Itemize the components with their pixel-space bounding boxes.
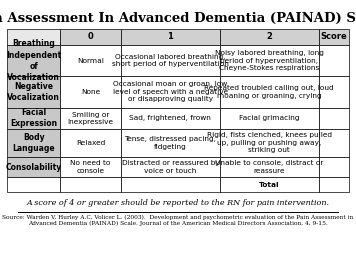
Text: Total: Total bbox=[259, 182, 279, 188]
Bar bbox=[121, 177, 220, 192]
Text: Breathing
Independent
of
Vocalization: Breathing Independent of Vocalization bbox=[6, 40, 61, 82]
Bar bbox=[60, 129, 121, 157]
Text: Repeated troubled calling out, loud
moaning or groaning, crying: Repeated troubled calling out, loud moan… bbox=[204, 85, 334, 99]
Bar bbox=[60, 29, 121, 45]
Bar bbox=[7, 29, 60, 45]
Bar bbox=[121, 129, 220, 157]
Text: Negative
Vocalization: Negative Vocalization bbox=[7, 82, 60, 102]
Text: Pain Assessment In Advanced Dementia (PAINAD) Scale: Pain Assessment In Advanced Dementia (PA… bbox=[0, 12, 356, 25]
Text: No need to
console: No need to console bbox=[70, 160, 111, 174]
Text: 2: 2 bbox=[266, 32, 272, 42]
Text: Noisy labored breathing, long
period of hyperventilation,
Cheyne-Stokes respirat: Noisy labored breathing, long period of … bbox=[215, 50, 324, 71]
Text: None: None bbox=[81, 89, 100, 95]
Bar bbox=[121, 29, 220, 45]
Text: Distracted or reassured by
voice or touch: Distracted or reassured by voice or touc… bbox=[121, 160, 219, 174]
Bar bbox=[220, 29, 319, 45]
Text: Tense, distressed pacing,
fidgeting: Tense, distressed pacing, fidgeting bbox=[125, 136, 216, 150]
Bar bbox=[220, 76, 319, 108]
Bar bbox=[121, 108, 220, 129]
Bar bbox=[7, 177, 60, 192]
Bar bbox=[319, 108, 349, 129]
Text: Facial
Expression: Facial Expression bbox=[10, 108, 57, 128]
Bar bbox=[7, 76, 60, 108]
Bar bbox=[220, 129, 319, 157]
Bar bbox=[121, 157, 220, 177]
Bar bbox=[220, 108, 319, 129]
Text: 1: 1 bbox=[167, 32, 173, 42]
Bar bbox=[60, 177, 121, 192]
Text: Unable to console, distract or
reassure: Unable to console, distract or reassure bbox=[215, 160, 323, 174]
Bar bbox=[7, 108, 60, 129]
Text: Source: Warden V, Hurley A.C, Volicer L. (2003).  Development and psychometric e: Source: Warden V, Hurley A.C, Volicer L.… bbox=[2, 214, 354, 226]
Text: Occasional moan or groan, low
level of speech with a negative
or disapproving qu: Occasional moan or groan, low level of s… bbox=[113, 81, 228, 102]
Bar bbox=[319, 177, 349, 192]
Bar bbox=[319, 157, 349, 177]
Text: Smiling or
Inexpressive: Smiling or Inexpressive bbox=[68, 112, 114, 125]
Text: Occasional labored breathing,
short period of hyperventilation: Occasional labored breathing, short peri… bbox=[112, 54, 229, 67]
Bar bbox=[60, 108, 121, 129]
Bar bbox=[319, 76, 349, 108]
Bar bbox=[319, 45, 349, 76]
Bar bbox=[60, 157, 121, 177]
Bar bbox=[220, 177, 319, 192]
Bar bbox=[7, 45, 60, 76]
Bar bbox=[220, 157, 319, 177]
Text: Normal: Normal bbox=[77, 58, 104, 64]
Bar bbox=[121, 76, 220, 108]
Text: Sad, frightened, frown: Sad, frightened, frown bbox=[130, 115, 211, 121]
Text: Rigid, fists clenched, knees pulled
up, pulling or pushing away,
striking out: Rigid, fists clenched, knees pulled up, … bbox=[206, 132, 332, 153]
Text: Body
Language: Body Language bbox=[12, 133, 55, 153]
Bar bbox=[319, 129, 349, 157]
Bar bbox=[220, 45, 319, 76]
Text: 0: 0 bbox=[88, 32, 94, 42]
Text: Facial grimacing: Facial grimacing bbox=[239, 115, 299, 121]
Text: A score of 4 or greater should be reported to the RN for pain intervention.: A score of 4 or greater should be report… bbox=[26, 199, 330, 207]
Bar bbox=[319, 29, 349, 45]
Text: Score: Score bbox=[320, 32, 347, 42]
Bar bbox=[121, 45, 220, 76]
Bar bbox=[7, 129, 60, 157]
Bar bbox=[60, 45, 121, 76]
Bar bbox=[7, 157, 60, 177]
Text: Relaxed: Relaxed bbox=[76, 140, 105, 146]
Text: Consolability: Consolability bbox=[6, 163, 62, 172]
Bar bbox=[60, 76, 121, 108]
